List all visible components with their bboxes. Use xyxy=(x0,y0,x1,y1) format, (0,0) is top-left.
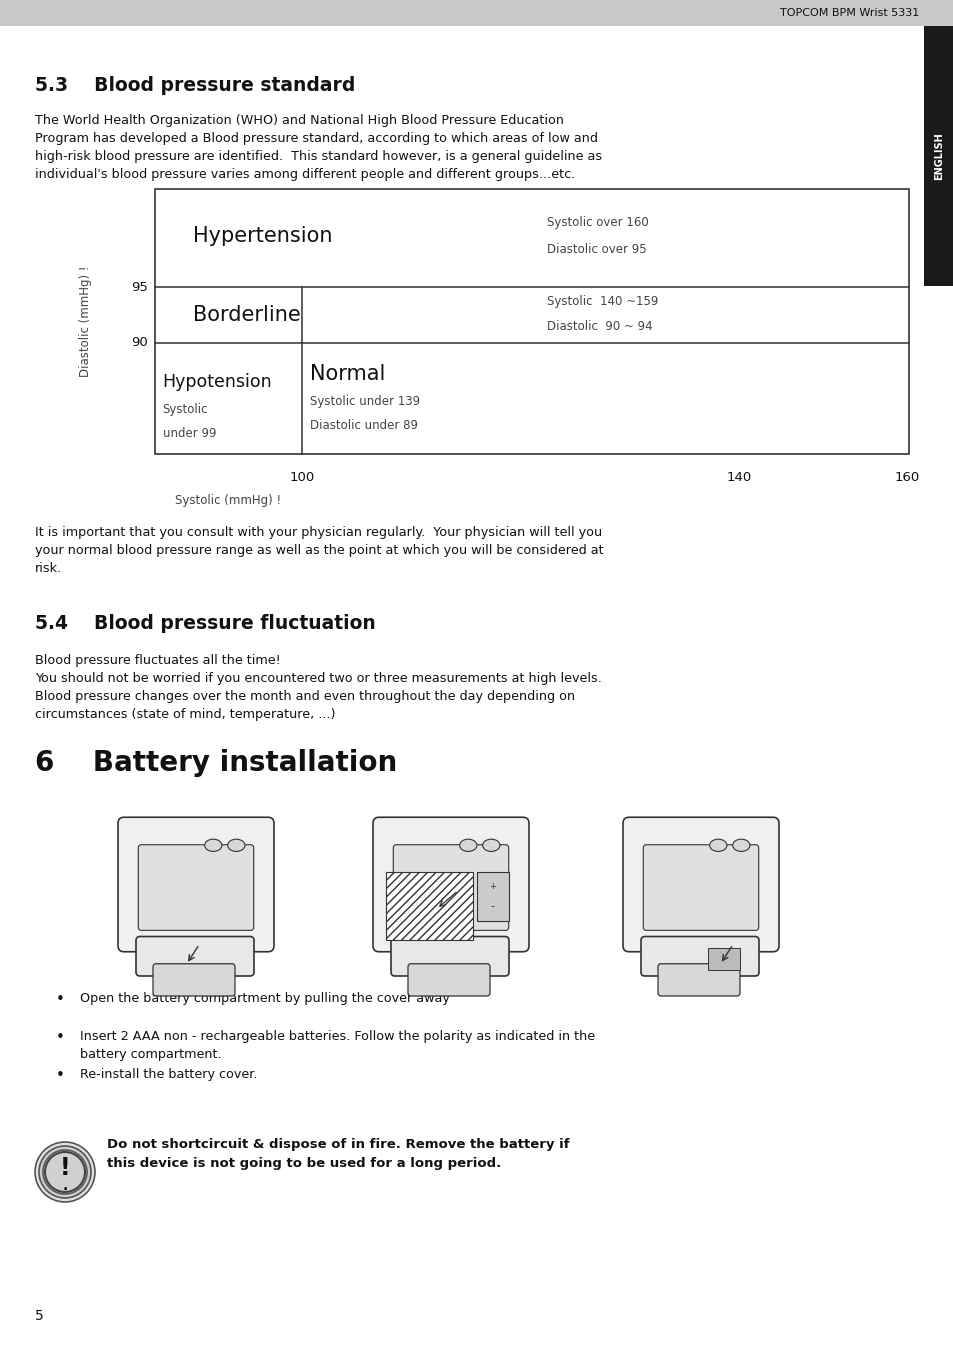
FancyBboxPatch shape xyxy=(138,845,253,931)
Text: ENGLISH: ENGLISH xyxy=(933,132,943,180)
FancyBboxPatch shape xyxy=(136,936,253,976)
Ellipse shape xyxy=(459,839,476,851)
FancyBboxPatch shape xyxy=(373,818,529,952)
Circle shape xyxy=(39,1146,91,1198)
Text: Diastolic under 89: Diastolic under 89 xyxy=(310,420,417,432)
Text: •: • xyxy=(55,1068,65,1083)
FancyBboxPatch shape xyxy=(622,818,779,952)
Text: under 99: under 99 xyxy=(162,428,215,440)
Text: Open the battery compartment by pulling the cover away: Open the battery compartment by pulling … xyxy=(80,993,450,1005)
Text: 100: 100 xyxy=(289,471,314,484)
FancyBboxPatch shape xyxy=(658,964,740,997)
Text: Systolic under 139: Systolic under 139 xyxy=(310,395,419,409)
Ellipse shape xyxy=(732,839,749,851)
FancyBboxPatch shape xyxy=(642,845,758,931)
Text: Systolic over 160: Systolic over 160 xyxy=(546,215,648,229)
Text: .: . xyxy=(62,1180,68,1193)
Text: 5: 5 xyxy=(35,1309,44,1323)
Circle shape xyxy=(35,1142,95,1202)
Text: 5.3    Blood pressure standard: 5.3 Blood pressure standard xyxy=(35,77,355,95)
Text: 95: 95 xyxy=(131,281,148,293)
Text: Systolic: Systolic xyxy=(162,404,208,416)
Text: Insert 2 AAA non - rechargeable batteries. Follow the polarity as indicated in t: Insert 2 AAA non - rechargeable batterie… xyxy=(80,1030,595,1061)
Text: Borderline: Borderline xyxy=(193,305,300,325)
Circle shape xyxy=(45,1153,85,1192)
Text: Re-install the battery cover.: Re-install the battery cover. xyxy=(80,1068,257,1081)
Text: The World Health Organization (WHO) and National High Blood Pressure Education
P: The World Health Organization (WHO) and … xyxy=(35,114,601,182)
Bar xyxy=(0,0,953,26)
Text: !: ! xyxy=(60,1155,71,1180)
Ellipse shape xyxy=(205,839,222,851)
Bar xyxy=(476,873,508,921)
Text: Diastolic (mmHg) !: Diastolic (mmHg) ! xyxy=(78,266,91,377)
Text: 90: 90 xyxy=(132,336,148,350)
Ellipse shape xyxy=(228,839,245,851)
Text: •: • xyxy=(55,993,65,1007)
Circle shape xyxy=(43,1150,87,1194)
FancyBboxPatch shape xyxy=(391,936,509,976)
Ellipse shape xyxy=(709,839,726,851)
Text: Hypertension: Hypertension xyxy=(193,226,332,246)
Text: -: - xyxy=(490,901,495,912)
Text: +: + xyxy=(489,882,496,892)
Text: 160: 160 xyxy=(894,471,919,484)
FancyBboxPatch shape xyxy=(408,964,490,997)
Ellipse shape xyxy=(482,839,499,851)
Text: Normal: Normal xyxy=(310,364,385,383)
FancyBboxPatch shape xyxy=(393,845,508,931)
FancyBboxPatch shape xyxy=(152,964,234,997)
Text: It is important that you consult with your physician regularly.  Your physician : It is important that you consult with yo… xyxy=(35,526,603,576)
Bar xyxy=(154,190,908,455)
Bar xyxy=(386,873,472,940)
Text: Diastolic  90 ~ 94: Diastolic 90 ~ 94 xyxy=(546,320,652,334)
Bar xyxy=(707,948,740,970)
FancyBboxPatch shape xyxy=(118,818,274,952)
Text: •: • xyxy=(55,1030,65,1045)
FancyBboxPatch shape xyxy=(640,936,759,976)
Text: TOPCOM BPM Wrist 5331: TOPCOM BPM Wrist 5331 xyxy=(779,8,918,17)
Bar xyxy=(923,26,953,286)
Text: Blood pressure fluctuates all the time!
You should not be worried if you encount: Blood pressure fluctuates all the time! … xyxy=(35,654,601,721)
Text: 140: 140 xyxy=(726,471,751,484)
Text: Hypotension: Hypotension xyxy=(162,373,272,390)
Text: Diastolic over 95: Diastolic over 95 xyxy=(546,242,646,256)
Text: 5.4    Blood pressure fluctuation: 5.4 Blood pressure fluctuation xyxy=(35,615,375,633)
Text: Systolic  140 ~159: Systolic 140 ~159 xyxy=(546,296,658,308)
Text: 6    Battery installation: 6 Battery installation xyxy=(35,749,396,777)
Text: Systolic (mmHg) !: Systolic (mmHg) ! xyxy=(174,494,281,507)
Text: Do not shortcircuit & dispose of in fire. Remove the battery if
this device is n: Do not shortcircuit & dispose of in fire… xyxy=(107,1138,569,1170)
